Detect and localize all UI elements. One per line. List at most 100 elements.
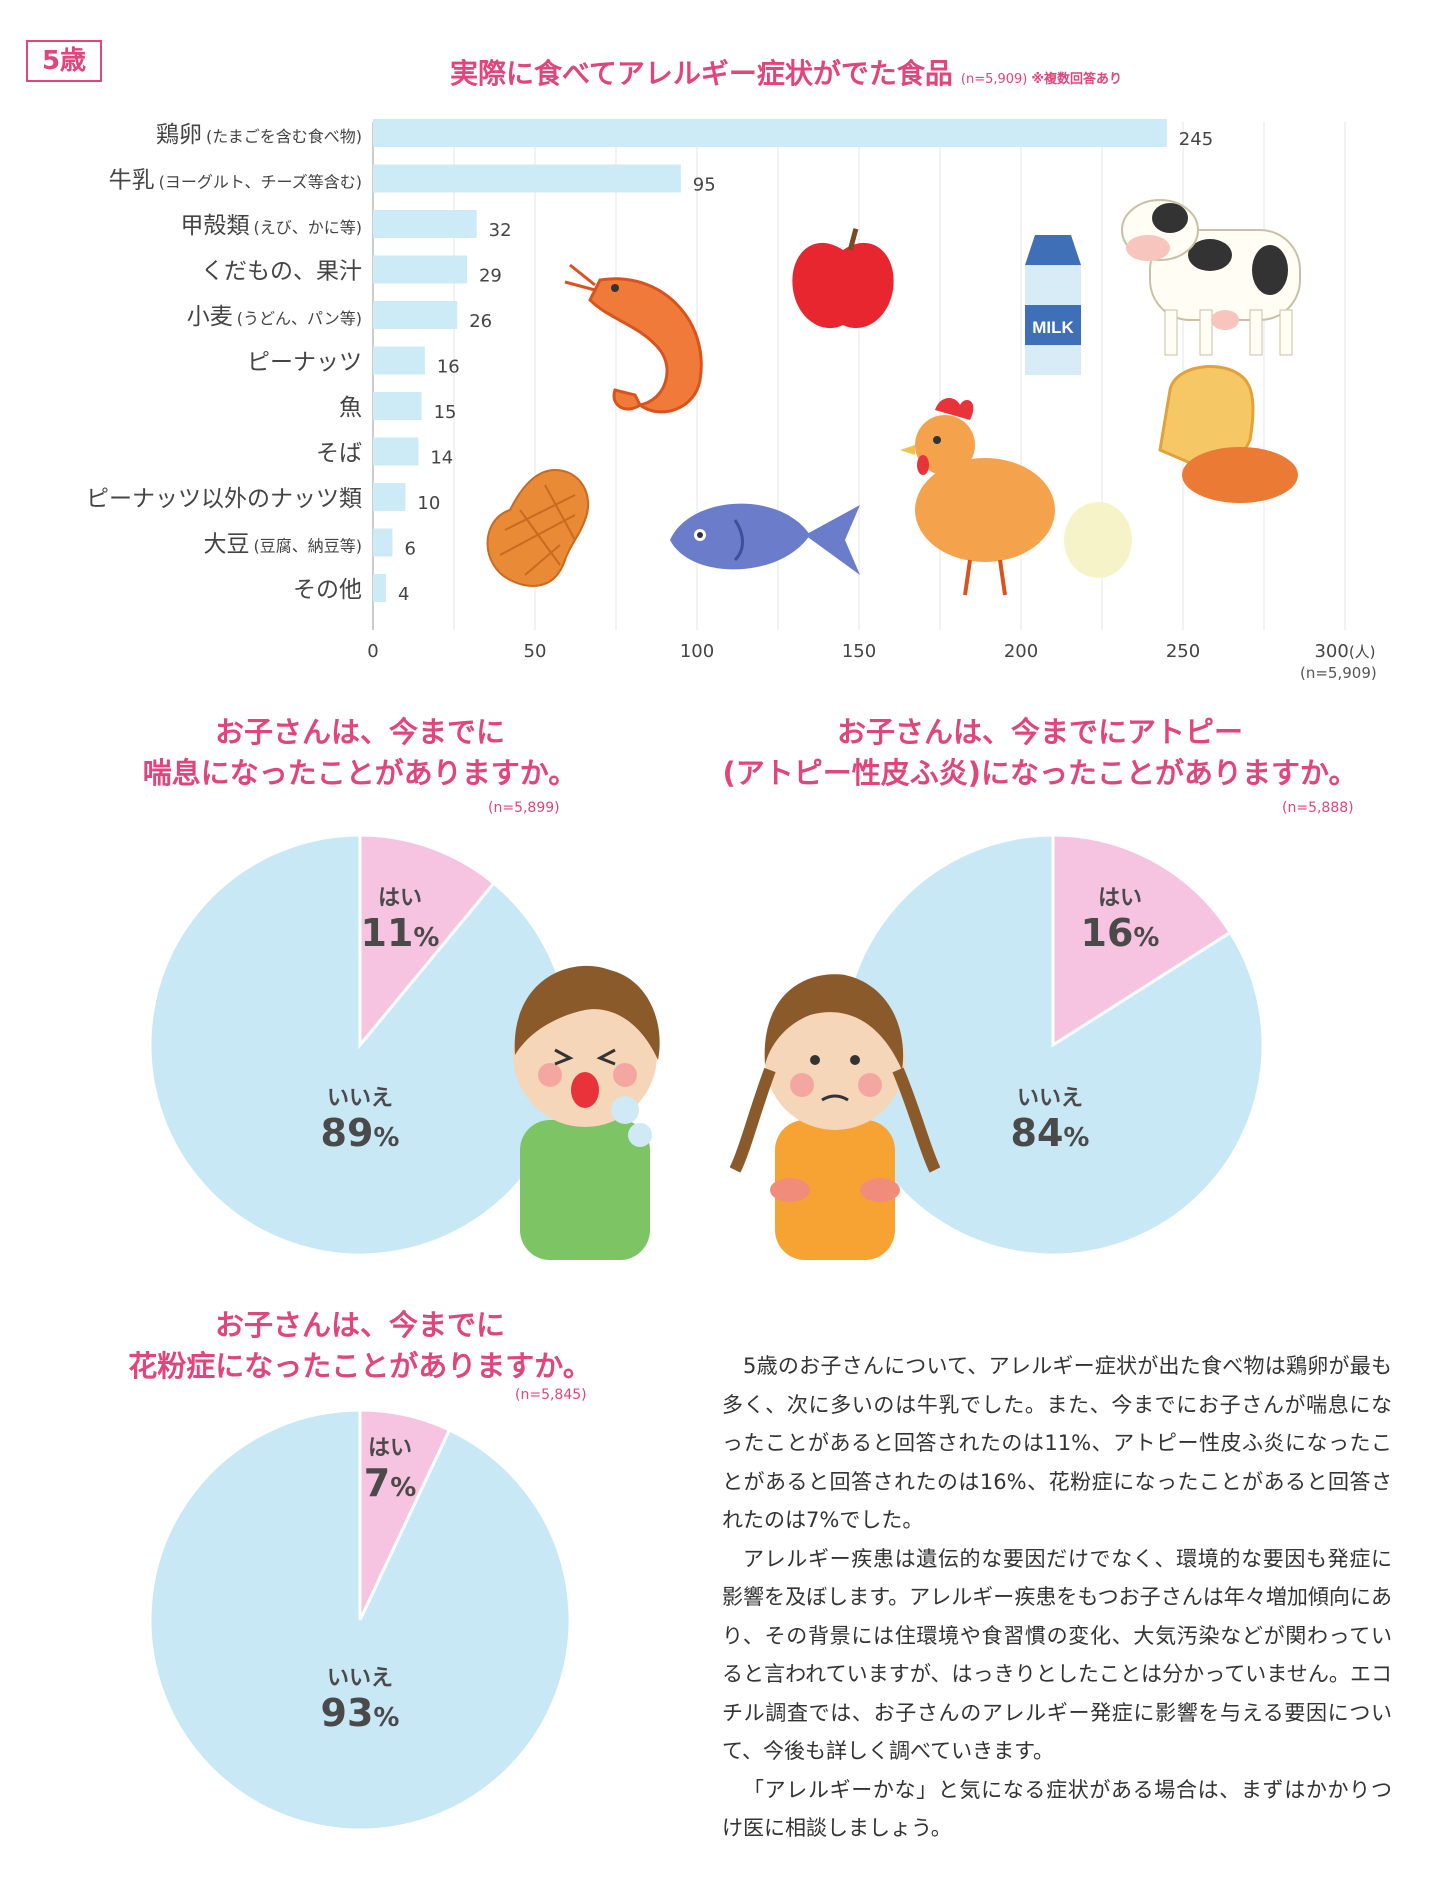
apple-icon: [792, 228, 894, 329]
atopy-title-line1: お子さんは、今までにアトピー: [836, 715, 1243, 749]
bar-value-label-4: 26: [469, 311, 492, 332]
asthma-no-key: いいえ: [326, 1086, 393, 1111]
summary-paragraph-1: 5歳のお子さんについて、アレルギー症状が出た食べ物は鶏卵が最も多く、次に多いのは…: [722, 1354, 1392, 1532]
bar-value-label-9: 6: [404, 539, 415, 560]
bar-marks: 245 95 32 29 26 16 15 14 10 6 4: [373, 119, 1213, 605]
asthma-n-label: (n=5,899): [488, 800, 560, 816]
hayfever-no-label: いいえ 93%: [305, 1660, 415, 1739]
fish-icon: [670, 503, 860, 575]
bar-value-label-8: 10: [417, 493, 440, 514]
hayfever-title-line2: 花粉症になったことがありますか。: [128, 1349, 592, 1383]
asthma-yes-value: 11%: [360, 911, 440, 955]
chicken-icon: [900, 398, 1055, 596]
summary-text: 5歳のお子さんについて、アレルギー症状が出た食べ物は鶏卵が最も多く、次に多いのは…: [722, 1347, 1392, 1848]
category-label-1: 牛乳 (ヨーグルト、チーズ等含む): [109, 168, 362, 194]
bar-tick-labels: 0 50 100 150 200 250 300(人): [367, 641, 1375, 662]
tick-label-250: 250: [1166, 641, 1200, 662]
bar-1: [373, 164, 681, 193]
pie2-slice-0: [1051, 833, 1233, 1048]
milk-label: MILK: [1032, 318, 1074, 337]
asthma-title-line2: 喘息になったことがありますか。: [142, 756, 578, 790]
hayfever-yes-label: はい 7%: [335, 1430, 445, 1509]
bar-chart: 245 95 32 29 26 16 15 14 10 6 4 鶏卵 (たまごを含む食べ物) 牛乳 (ヨー…: [86, 119, 1376, 662]
asthma-yes-label: はい 11%: [345, 880, 455, 959]
girl-atopy-icon: [730, 974, 940, 1260]
pie2-slice-1: [841, 833, 1265, 1257]
atopy-title-line2: (アトピー性皮ふ炎)になったことがありますか。: [722, 756, 1358, 790]
bar-chart-title-text: 実際に食べてアレルギー症状がでた食品: [450, 57, 953, 90]
hayfever-no-key: いいえ: [326, 1666, 393, 1691]
atopy-yes-key: はい: [1097, 886, 1142, 911]
category-label-8: ピーナッツ以外のナッツ類: [86, 486, 362, 512]
shrimp-icon: [564, 263, 703, 414]
hayfever-pie: [148, 1408, 572, 1832]
age-badge: 5歳: [26, 40, 102, 82]
hayfever-yes-value: 7%: [363, 1461, 417, 1505]
tick-label-0: 0: [367, 641, 378, 662]
category-label-5: ピーナッツ: [247, 350, 362, 376]
atopy-no-key: いいえ: [1016, 1086, 1083, 1111]
bar-value-label-0: 245: [1179, 129, 1213, 150]
bar-chart-title: 実際に食べてアレルギー症状がでた食品 (n=5,909) ※複数回答あり: [450, 52, 1122, 92]
bar-9: [373, 528, 393, 557]
milk-carton-icon: MILK: [1025, 235, 1081, 375]
atopy-no-value: 84%: [1010, 1111, 1090, 1155]
tick-label-300: 300(人): [1314, 641, 1375, 662]
hayfever-yes-key: はい: [367, 1436, 412, 1461]
category-label-3: くだもの、果汁: [201, 259, 362, 285]
bar-value-label-1: 95: [693, 175, 716, 196]
bar-value-label-3: 29: [479, 266, 502, 287]
bar-chart-n-note: (n=5,909): [960, 72, 1028, 87]
asthma-yes-key: はい: [377, 886, 422, 911]
category-label-10: その他: [293, 577, 362, 603]
bar-value-label-7: 14: [430, 448, 453, 469]
bar-chart-n-label: (n=5,909): [1300, 664, 1377, 682]
asthma-no-value: 89%: [320, 1111, 400, 1155]
bar-6: [373, 392, 422, 420]
peanut-icon: [486, 468, 590, 587]
tick-label-100: 100: [680, 641, 714, 662]
bar-category-labels: 鶏卵 (たまごを含む食べ物) 牛乳 (ヨーグルト、チーズ等含む) 甲殻類 (えび、かに等)…: [86, 122, 362, 603]
bar-10: [373, 574, 386, 602]
category-label-7: そば: [316, 441, 362, 467]
bar-value-label-6: 15: [434, 402, 457, 423]
atopy-yes-label: はい 16%: [1065, 880, 1175, 959]
atopy-pie-title: お子さんは、今までにアトピー (アトピー性皮ふ炎)になったことがありますか。: [700, 712, 1380, 794]
atopy-n-label: (n=5,888): [1282, 800, 1354, 816]
asthma-title-line1: お子さんは、今までに: [214, 715, 505, 749]
bar-value-label-2: 32: [489, 220, 512, 241]
bar-8: [373, 483, 406, 511]
hayfever-n-label: (n=5,845): [515, 1387, 587, 1403]
egg-icon: [1064, 502, 1132, 578]
tick-label-150: 150: [842, 641, 876, 662]
bar-4: [373, 301, 458, 329]
category-label-9: 大豆 (豆腐、納豆等): [204, 532, 363, 558]
bar-chart-multi-answer-note: ※複数回答あり: [1031, 72, 1123, 87]
tick-label-200: 200: [1004, 641, 1038, 662]
category-label-0: 鶏卵 (たまごを含む食べ物): [156, 122, 362, 148]
cow-icon: [1121, 199, 1301, 356]
bread-icon: [1158, 365, 1298, 503]
pie3-slice-1: [148, 1408, 572, 1832]
bar-5: [373, 346, 425, 375]
category-label-4: 小麦 (うどん、パン等): [187, 304, 362, 330]
asthma-no-label: いいえ 89%: [305, 1080, 415, 1159]
bar-value-label-5: 16: [437, 357, 460, 378]
hayfever-pie-title: お子さんは、今までに 花粉症になったことがありますか。: [100, 1305, 620, 1387]
tick-label-50: 50: [524, 641, 547, 662]
atopy-pie: [841, 833, 1265, 1257]
asthma-pie-title: お子さんは、今までに 喘息になったことがありますか。: [100, 712, 620, 794]
pie1-slice-0: [358, 833, 496, 1050]
bar-7: [373, 437, 419, 466]
boy-coughing-icon: [513, 965, 660, 1260]
hayfever-no-value: 93%: [320, 1691, 400, 1735]
summary-paragraph-2: アレルギー疾患は遺伝的な要因だけでなく、環境的な要因も発症に影響を及ぼします。ア…: [722, 1546, 1392, 1764]
asthma-pie: [148, 833, 572, 1257]
atopy-no-label: いいえ 84%: [995, 1080, 1105, 1159]
bar-0: [373, 119, 1167, 147]
bar-value-label-10: 4: [398, 584, 409, 605]
bar-2: [373, 210, 477, 238]
category-label-2: 甲殻類 (えび、かに等): [181, 213, 363, 239]
summary-paragraph-3: 「アレルギーかな」と気になる症状がある場合は、まずはかかりつけ医に相談しましょう…: [722, 1777, 1392, 1841]
hayfever-title-line1: お子さんは、今までに: [214, 1308, 505, 1342]
